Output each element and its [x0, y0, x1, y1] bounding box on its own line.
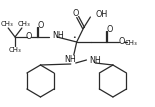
Text: OH: OH	[95, 10, 108, 19]
Text: CH₃: CH₃	[9, 47, 21, 53]
Text: NH: NH	[89, 56, 101, 65]
Text: O: O	[26, 31, 32, 41]
Text: O: O	[37, 21, 44, 30]
Text: NH: NH	[64, 54, 76, 63]
Text: O: O	[119, 36, 125, 45]
Text: CH₃: CH₃	[18, 21, 30, 27]
Text: O: O	[107, 25, 113, 33]
Text: NH: NH	[52, 30, 64, 39]
Text: CH₃: CH₃	[1, 21, 14, 27]
Text: CH₃: CH₃	[124, 40, 137, 46]
Text: O: O	[73, 8, 79, 18]
Text: •: •	[72, 34, 76, 39]
